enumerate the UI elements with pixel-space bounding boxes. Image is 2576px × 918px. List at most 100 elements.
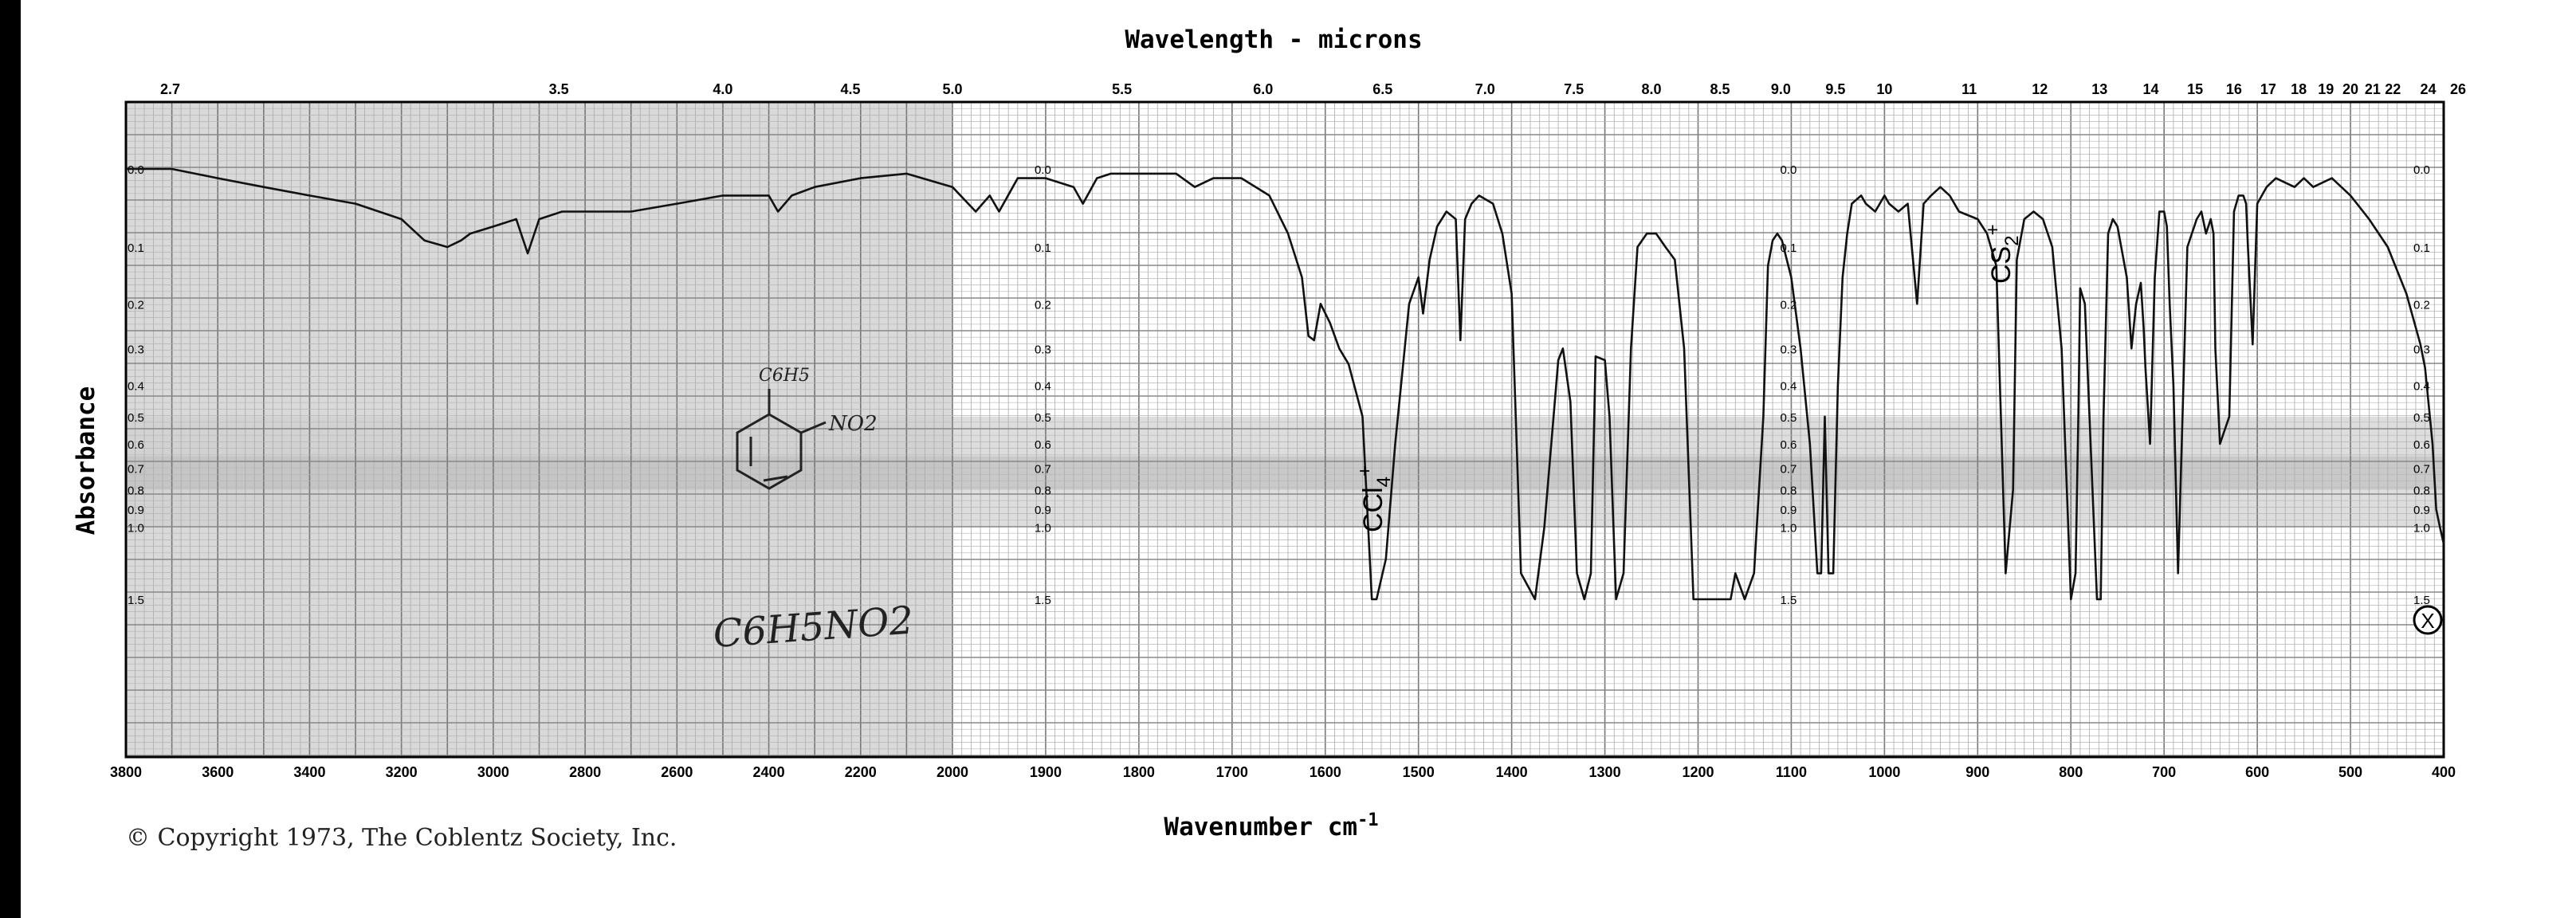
y-tick-label-right: 0.7 — [2413, 462, 2430, 476]
x-tick-label: 1900 — [1030, 764, 1062, 780]
y-tick-label-inner: 0.9 — [1035, 504, 1051, 517]
top-tick-label: 5.0 — [942, 81, 962, 97]
top-tick-label: 4.5 — [840, 81, 860, 97]
y-tick-label-right: 0.1 — [2413, 241, 2430, 255]
top-tick-label: 9.5 — [1825, 81, 1845, 97]
y-tick-label: 0.2 — [128, 298, 144, 312]
top-tick-label: 17 — [2260, 81, 2276, 97]
top-axis-title: Wavelength - microns — [1125, 26, 1422, 54]
x-tick-label: 2000 — [937, 764, 968, 780]
x-tick-label: 2400 — [753, 764, 785, 780]
y-tick-label-inner: 0.7 — [1780, 462, 1797, 476]
cs2-subscript: 2 — [2001, 235, 2023, 245]
y-tick-label-inner: 0.8 — [1035, 484, 1051, 497]
end-marker-circle — [2413, 605, 2443, 635]
top-tick-label: 21 — [2365, 81, 2381, 97]
x-tick-label: 1200 — [1682, 764, 1714, 780]
top-tick-label: 9.0 — [1771, 81, 1791, 97]
x-axis-title-base: Wavenumber cm — [1164, 813, 1357, 842]
x-tick-label: 3400 — [293, 764, 325, 780]
y-tick-label-inner: 0.2 — [1035, 298, 1051, 312]
x-tick-label: 3200 — [386, 764, 418, 780]
y-tick-label-right: 0.6 — [2413, 438, 2430, 452]
y-tick-label-inner: 0.7 — [1035, 462, 1051, 476]
y-tick-label-right: 1.5 — [2413, 594, 2430, 607]
x-tick-label: 900 — [1965, 764, 1989, 780]
y-tick-label-inner: 0.3 — [1035, 343, 1051, 356]
y-tick-label-inner: 0.4 — [1780, 380, 1797, 394]
ccl4-annotation: CCl4+ — [1354, 465, 1395, 532]
y-tick-label: 0.6 — [128, 438, 144, 452]
end-marker-label: X — [2421, 609, 2434, 633]
top-tick-label: 5.5 — [1112, 81, 1132, 97]
y-tick-label: 0.5 — [128, 411, 144, 425]
x-tick-label: 1000 — [1868, 764, 1900, 780]
y-tick-label: 0.3 — [128, 343, 144, 356]
y-tick-label-right: 0.2 — [2413, 298, 2430, 312]
top-tick-label: 24 — [2420, 81, 2436, 97]
top-tick-label: 13 — [2091, 81, 2107, 97]
benzene-structure-sketch — [736, 389, 827, 490]
y-axis-title: Absorbance — [72, 386, 100, 536]
top-tick-label: 18 — [2291, 81, 2307, 97]
x-axis-title: Wavenumber cm-1 — [1164, 810, 1378, 842]
y-tick-label-inner: 0.4 — [1035, 380, 1051, 394]
top-tick-label: 16 — [2226, 81, 2242, 97]
y-axis-right-ticks: 0.00.10.20.30.40.50.60.70.80.91.01.5 — [2413, 163, 2430, 607]
handwritten-no2: NO2 — [828, 412, 878, 436]
top-tick-label: 12 — [2032, 81, 2048, 97]
top-tick-label: 11 — [1961, 81, 1977, 97]
y-tick-label-inner: 0.0 — [1035, 163, 1051, 177]
x-tick-label: 1800 — [1123, 764, 1155, 780]
y-tick-label: 0.0 — [128, 163, 144, 177]
ccl4-superscript: + — [1354, 465, 1376, 477]
y-tick-label-inner: 0.3 — [1780, 343, 1797, 356]
x-tick-label: 600 — [2245, 764, 2269, 780]
x-tick-label: 3000 — [477, 764, 509, 780]
cs2-annotation: CS2+ — [1982, 224, 2023, 284]
top-tick-label: 20 — [2342, 81, 2358, 97]
top-tick-label: 19 — [2318, 81, 2334, 97]
y-tick-label-inner: 0.8 — [1780, 484, 1797, 497]
y-axis-inner-ticks: 0.0 0.00.1 0.10.2 0.20.3 0.30.4 0.40.5 0.50.6 0… — [1035, 163, 1797, 607]
y-tick-label-inner: 0.6 — [1035, 438, 1051, 452]
x-axis-ticks: 3800 3600 3400 3200 3000 2800 2600 2400 2200 2000… — [110, 764, 2456, 780]
top-tick-label: 6.5 — [1372, 81, 1392, 97]
top-tick-label: 7.5 — [1564, 81, 1584, 97]
ccl4-subscript: 4 — [1373, 477, 1395, 487]
x-tick-label: 1700 — [1216, 764, 1248, 780]
y-tick-label-right: 0.5 — [2413, 411, 2430, 425]
y-tick-label-inner: 1.0 — [1035, 522, 1051, 536]
y-tick-label-inner: 0.9 — [1780, 504, 1797, 517]
y-tick-label-inner: 1.0 — [1780, 522, 1797, 536]
x-tick-label: 700 — [2152, 764, 2176, 780]
ccl4-base: CCl — [1358, 487, 1388, 532]
x-tick-label: 500 — [2338, 764, 2362, 780]
x-tick-label: 400 — [2432, 764, 2456, 780]
y-tick-label: 1.0 — [128, 522, 144, 536]
x-axis-title-exponent: -1 — [1357, 810, 1379, 830]
x-tick-label: 2600 — [661, 764, 693, 780]
y-axis-ticks: 0.0 0.1 0.2 0.3 0.4 0.5 0.6 0.7 0.8 0.9 1.0 1.5 — [128, 163, 144, 607]
spectrum-line — [126, 167, 2445, 601]
y-tick-label-inner: 0.0 — [1780, 163, 1797, 177]
x-tick-label: 2800 — [569, 764, 601, 780]
page-left-border — [0, 0, 21, 918]
x-tick-label: 3600 — [202, 764, 234, 780]
top-tick-label: 2.7 — [160, 81, 180, 97]
y-tick-label-right: 0.9 — [2413, 504, 2430, 517]
y-tick-label-right: 1.0 — [2413, 522, 2430, 536]
top-tick-label: 6.0 — [1253, 81, 1273, 97]
x-tick-label: 1600 — [1310, 764, 1341, 780]
x-tick-label: 3800 — [110, 764, 142, 780]
y-tick-label-inner: 0.5 — [1035, 411, 1051, 425]
top-tick-label: 7.0 — [1475, 81, 1495, 97]
y-tick-label: 0.1 — [128, 241, 144, 255]
x-tick-label: 1300 — [1589, 764, 1621, 780]
top-axis-ticks: 2.7 3.5 4.0 4.5 5.0 5.5 6.0 6.5 7.0 7.5 8.0 8.5 9.0 9… — [160, 81, 2466, 97]
end-marker: X — [2413, 605, 2443, 635]
y-tick-label: 0.9 — [128, 504, 144, 517]
y-tick-label: 0.8 — [128, 484, 144, 497]
y-tick-label-right: 0.8 — [2413, 484, 2430, 497]
